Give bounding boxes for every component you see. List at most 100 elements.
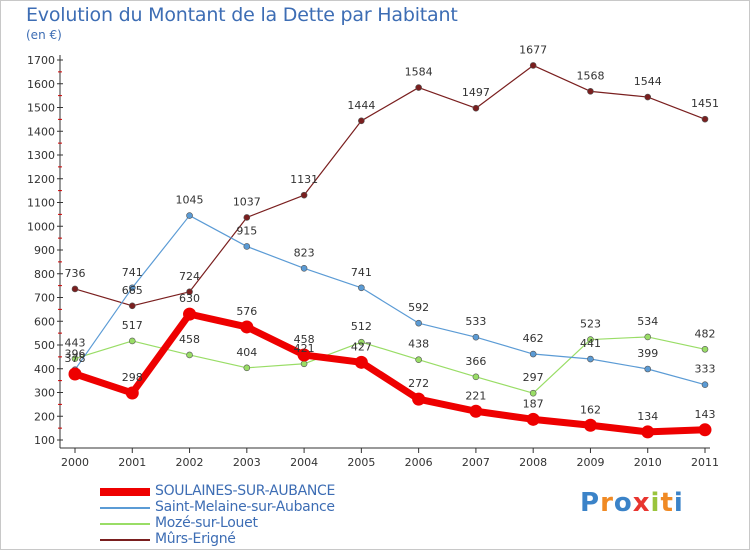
data-point xyxy=(71,285,79,293)
x-tick-label: 2006 xyxy=(405,456,433,469)
data-label: 915 xyxy=(236,224,257,237)
data-label: 396 xyxy=(65,348,86,361)
data-point xyxy=(358,338,365,346)
data-point xyxy=(186,212,193,219)
data-point xyxy=(68,367,82,381)
series-line-3 xyxy=(74,64,706,307)
y-tick-label: 1500 xyxy=(27,102,55,115)
data-point xyxy=(186,351,193,359)
data-label: 399 xyxy=(637,347,658,360)
legend-swatch xyxy=(100,488,150,496)
data-point xyxy=(701,115,709,123)
data-label: 1037 xyxy=(233,195,261,208)
data-point xyxy=(240,320,254,334)
y-tick-label: 400 xyxy=(34,363,55,376)
data-point xyxy=(243,243,251,250)
y-tick-label: 1400 xyxy=(27,125,55,138)
data-point xyxy=(587,355,594,363)
data-label: 443 xyxy=(65,337,86,350)
data-label: 523 xyxy=(580,318,601,331)
legend: SOULAINES-SUR-AUBANCE Saint-Melaine-sur-A… xyxy=(100,483,430,548)
data-point xyxy=(128,337,136,345)
data-point xyxy=(128,302,136,310)
data-point xyxy=(469,404,483,418)
data-label: 427 xyxy=(351,340,372,353)
series-line-0 xyxy=(71,310,709,436)
data-point xyxy=(186,288,193,296)
brand-letter: x xyxy=(632,488,651,518)
data-label: 1451 xyxy=(691,97,719,110)
data-point xyxy=(529,389,537,397)
data-label: 630 xyxy=(179,292,200,305)
brand-letter: r xyxy=(600,488,614,518)
data-label: 517 xyxy=(122,319,143,332)
y-tick-label: 600 xyxy=(34,315,55,328)
data-point xyxy=(583,418,597,432)
chart-title: Evolution du Montant de la Dette par Hab… xyxy=(26,4,458,26)
data-point xyxy=(354,355,368,369)
y-tick-label: 300 xyxy=(34,387,55,400)
y-tick-label: 1600 xyxy=(27,78,55,91)
x-tick-label: 2011 xyxy=(691,456,719,469)
data-label: 592 xyxy=(408,301,429,314)
data-label: 1677 xyxy=(519,43,547,56)
data-point xyxy=(472,104,480,112)
data-point xyxy=(644,93,652,101)
unit-label: (en €) xyxy=(26,28,62,42)
x-tick-label: 2001 xyxy=(118,456,146,469)
legend-swatch xyxy=(100,523,150,525)
data-label: 134 xyxy=(637,410,658,423)
data-label: 1584 xyxy=(405,66,433,79)
data-label: 366 xyxy=(465,355,486,368)
data-point xyxy=(701,381,709,388)
data-point xyxy=(644,333,652,341)
data-point xyxy=(698,423,712,437)
data-label: 458 xyxy=(294,333,315,346)
y-tick-label: 800 xyxy=(34,268,55,281)
data-point xyxy=(701,345,709,353)
data-point xyxy=(644,365,652,373)
y-tick-label: 700 xyxy=(34,292,55,305)
x-tick-label: 2003 xyxy=(233,456,261,469)
data-label: 462 xyxy=(523,332,544,345)
data-point xyxy=(297,348,311,362)
data-point xyxy=(472,333,480,341)
x-tick-label: 2009 xyxy=(576,456,604,469)
x-tick-label: 2005 xyxy=(347,456,375,469)
data-label: 1568 xyxy=(576,69,604,82)
data-point xyxy=(415,356,422,364)
data-label: 741 xyxy=(351,266,372,279)
data-label: 724 xyxy=(179,270,200,283)
x-tick-label: 2010 xyxy=(634,456,662,469)
data-point xyxy=(125,386,139,400)
data-point xyxy=(587,88,594,95)
data-label: 534 xyxy=(637,315,658,328)
data-label: 736 xyxy=(65,267,86,280)
data-label: 162 xyxy=(580,403,601,416)
data-point xyxy=(472,373,480,381)
legend-item: Saint-Melaine-sur-Aubance xyxy=(100,499,430,516)
y-tick-label: 100 xyxy=(34,434,55,447)
data-label: 458 xyxy=(179,333,200,346)
axes: 100 200 300 400 500 600 700 800 900 1000 1100 1200 1… xyxy=(27,54,719,469)
brand-letter: t xyxy=(660,488,674,518)
data-labels: 378 298 630 576 458 427 272 221 187 162 134 143 396 7… xyxy=(65,43,720,422)
legend-item: Mûrs-Erigné xyxy=(100,531,430,548)
series-line-1 xyxy=(74,214,706,386)
data-point xyxy=(415,319,422,327)
data-label: 187 xyxy=(523,397,544,410)
y-tick-label: 900 xyxy=(34,244,55,257)
data-label: 221 xyxy=(465,389,486,402)
x-tick-label: 2008 xyxy=(519,456,547,469)
data-label: 512 xyxy=(351,320,372,333)
data-point xyxy=(412,392,426,406)
data-label: 441 xyxy=(580,337,601,350)
y-tick-label: 500 xyxy=(34,339,55,352)
brand-letter: i xyxy=(673,488,684,518)
legend-label: Mozé-sur-Louet xyxy=(155,515,258,531)
data-point xyxy=(300,264,308,272)
brand-logo: Proxiti xyxy=(580,488,684,518)
data-label: 378 xyxy=(65,352,86,365)
brand-letter: P xyxy=(580,488,601,518)
